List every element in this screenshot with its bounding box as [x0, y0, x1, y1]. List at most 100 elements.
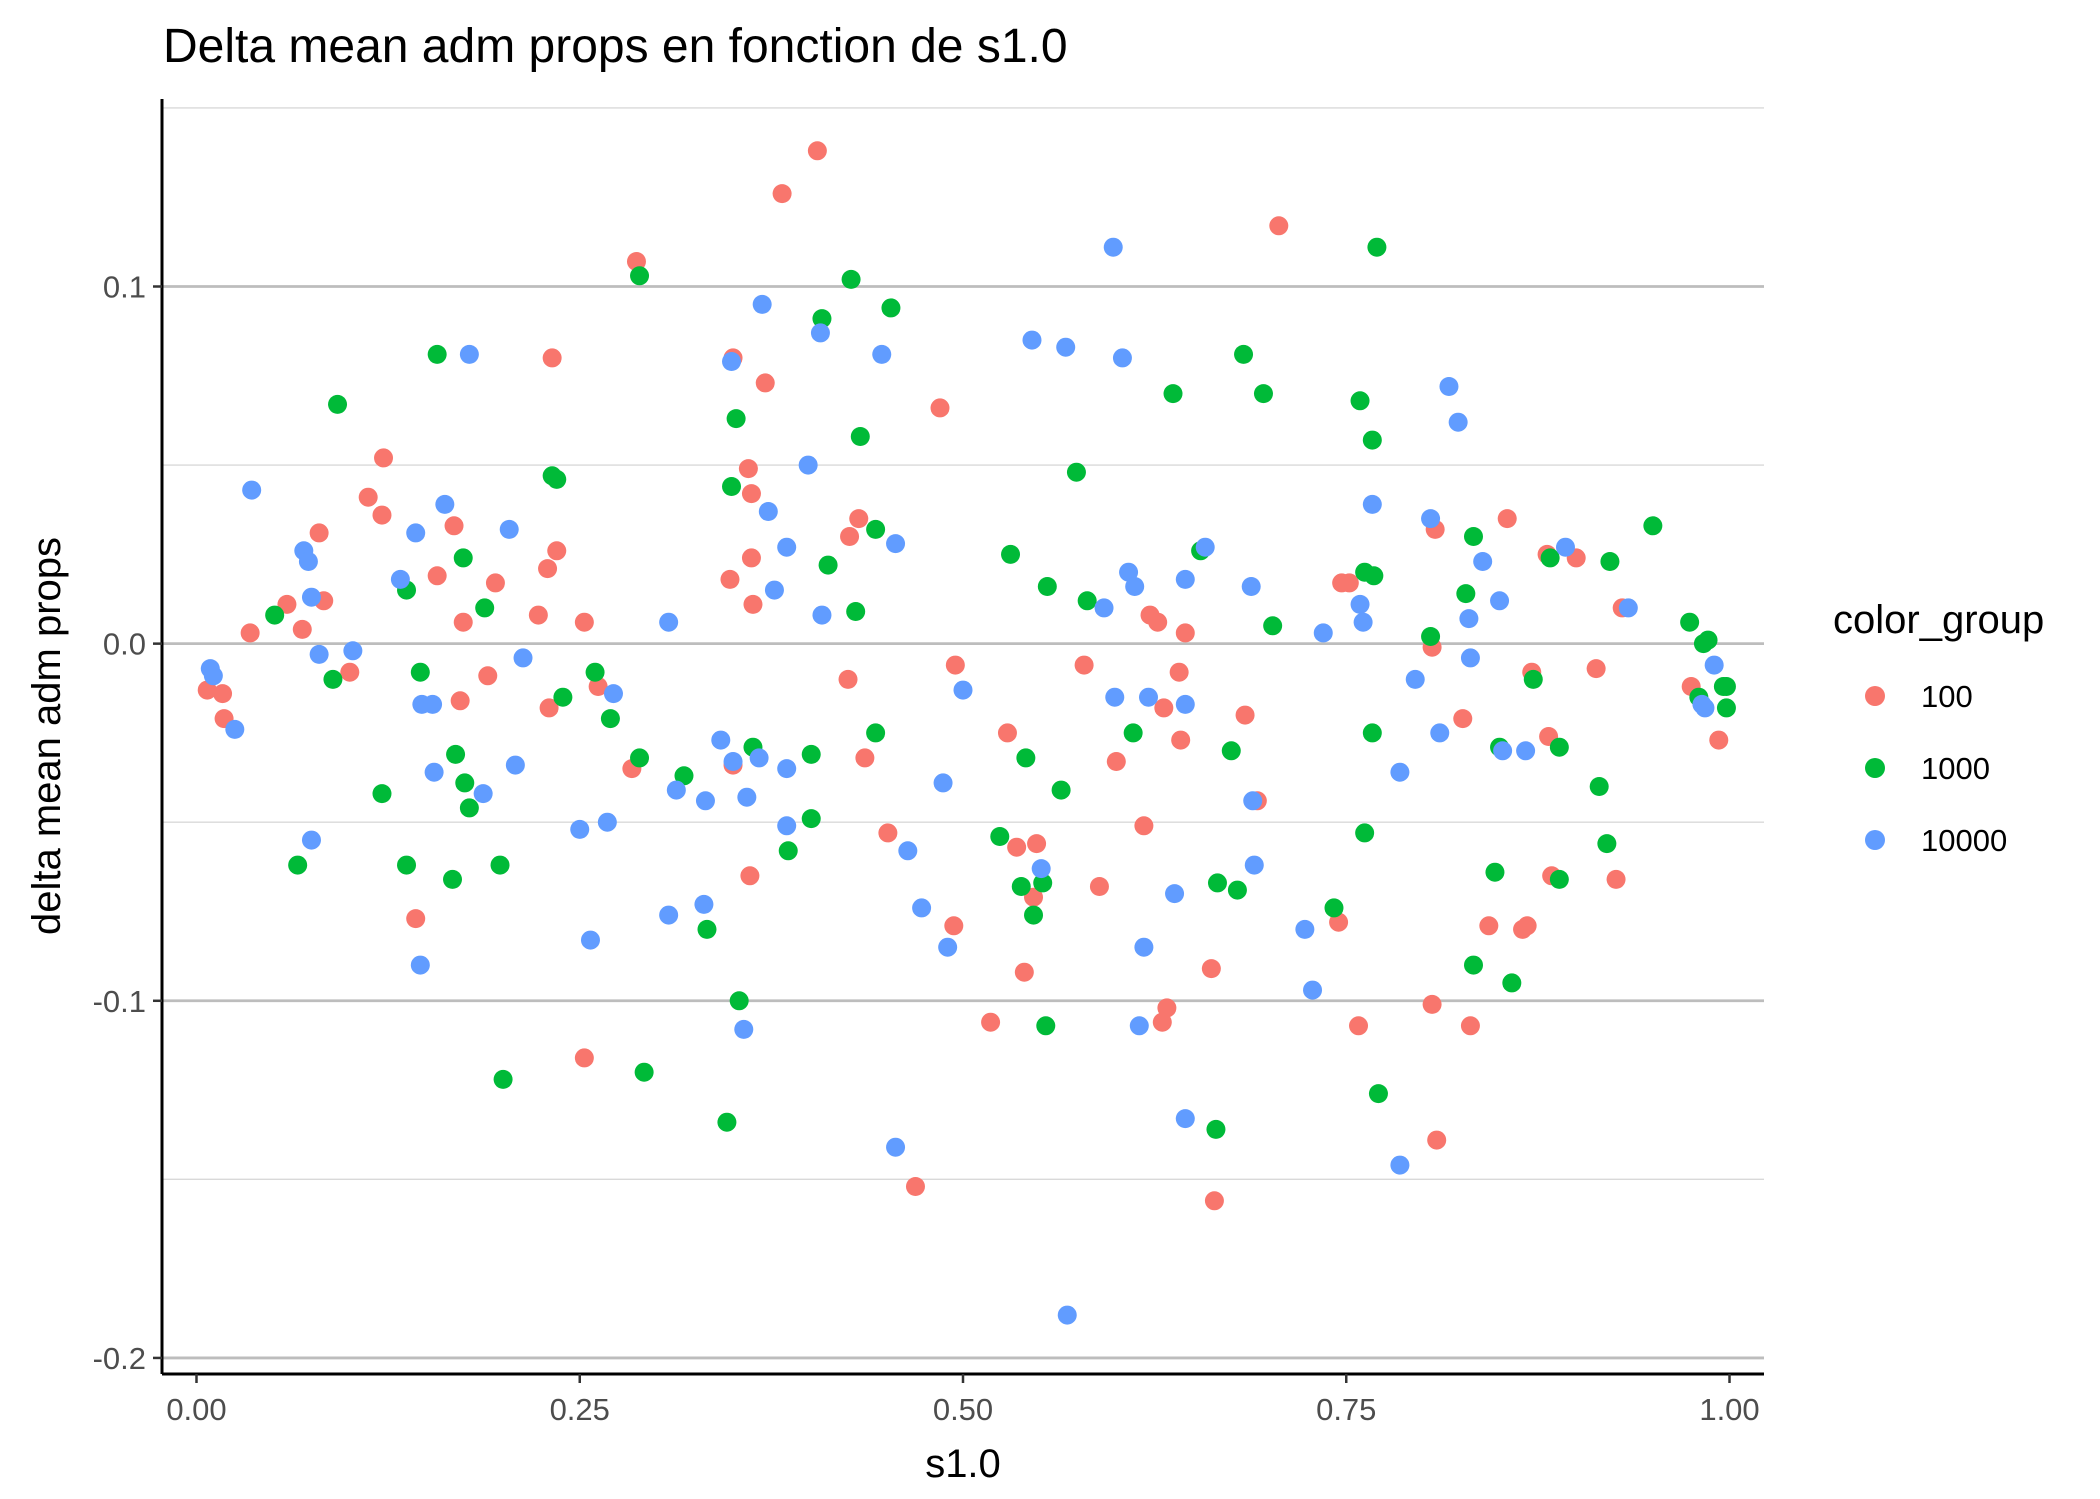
data-point-10000	[570, 819, 590, 839]
data-point-1000	[812, 309, 832, 329]
data-point-1000	[729, 991, 749, 1011]
data-point-10000	[1031, 859, 1051, 879]
data-point-100	[1349, 1016, 1369, 1036]
data-point-10000	[659, 905, 679, 925]
data-point-1000	[490, 855, 510, 875]
data-point-10000	[1295, 919, 1315, 939]
data-point-100	[997, 723, 1017, 743]
data-point-10000	[749, 748, 769, 768]
data-point-100	[1269, 216, 1289, 236]
data-point-1000	[1077, 591, 1097, 611]
legend-key-100	[1865, 686, 1885, 706]
data-point-10000	[597, 812, 617, 832]
data-point-100	[905, 1177, 925, 1196]
data-point-1000	[841, 269, 861, 289]
data-point-1000	[585, 662, 605, 682]
data-point-10000	[1516, 741, 1536, 761]
data-point-10000	[225, 719, 245, 739]
data-point-1000	[455, 773, 475, 793]
data-point-1000	[265, 605, 285, 625]
data-point-100	[1427, 1130, 1447, 1150]
data-point-100	[427, 566, 447, 586]
data-point-1000	[1523, 669, 1543, 689]
data-point-100	[528, 605, 548, 625]
data-point-1000	[722, 477, 742, 496]
data-point-10000	[301, 830, 321, 850]
data-point-100	[1027, 834, 1047, 854]
data-point-100	[574, 612, 594, 632]
data-point-100	[1074, 655, 1094, 675]
data-point-10000	[1704, 655, 1724, 675]
data-point-100	[1007, 837, 1027, 857]
data-point-10000	[898, 841, 918, 861]
data-point-100	[944, 916, 964, 936]
data-point-10000	[1241, 577, 1261, 596]
data-point-100	[309, 523, 329, 543]
x-tick-label: 0.25	[550, 1392, 610, 1427]
data-point-100	[945, 655, 965, 675]
data-point-1000	[1221, 741, 1241, 761]
data-point-10000	[343, 641, 363, 661]
data-point-1000	[1036, 1016, 1056, 1036]
data-point-100	[849, 509, 869, 529]
data-point-1000	[493, 1069, 513, 1089]
data-point-1000	[1463, 527, 1483, 546]
data-point-1000	[1001, 544, 1021, 564]
data-point-1000	[1016, 748, 1036, 768]
x-tick-label: 0.00	[166, 1392, 226, 1427]
data-point-1000	[1207, 873, 1227, 893]
legend-title: color_group	[1833, 598, 2044, 642]
data-point-100	[740, 866, 760, 886]
data-point-10000	[758, 502, 778, 521]
data-point-10000	[1459, 609, 1479, 629]
data-point-100	[838, 669, 858, 689]
legend-label-100: 100	[1921, 679, 1973, 714]
data-point-100	[406, 909, 426, 929]
data-point-10000	[1490, 591, 1510, 611]
data-point-1000	[850, 427, 870, 446]
data-point-1000	[410, 662, 430, 682]
data-point-1000	[397, 855, 417, 875]
data-point-1000	[1123, 723, 1143, 743]
data-point-10000	[390, 569, 410, 589]
data-point-100	[878, 823, 898, 843]
data-point-100	[1329, 912, 1349, 932]
data-point-10000	[410, 955, 430, 975]
legend-label-10000: 10000	[1921, 823, 2007, 858]
y-tick-label: 0.1	[103, 270, 146, 305]
data-point-1000	[1364, 566, 1384, 586]
data-point-10000	[1405, 669, 1425, 689]
data-point-100	[1709, 730, 1729, 750]
data-point-1000	[1421, 627, 1441, 646]
data-point-1000	[453, 548, 473, 568]
data-point-100	[358, 487, 378, 507]
data-point-1000	[866, 723, 886, 743]
data-point-1000	[1716, 677, 1736, 696]
data-point-10000	[1103, 237, 1123, 257]
x-axis-title: s1.0	[925, 1442, 1001, 1486]
data-point-1000	[1362, 723, 1382, 743]
y-tick-label: 0.0	[103, 627, 146, 662]
data-point-1000	[288, 855, 308, 875]
data-point-100	[741, 484, 761, 504]
data-point-10000	[777, 537, 797, 557]
data-point-10000	[1022, 330, 1042, 350]
data-point-100	[1175, 623, 1195, 643]
data-point-10000	[424, 762, 444, 782]
data-point-10000	[1695, 698, 1715, 718]
data-point-1000	[630, 266, 650, 286]
data-point-1000	[446, 744, 466, 764]
data-point-10000	[912, 898, 932, 918]
gridlines	[162, 107, 1764, 1360]
data-point-1000	[547, 469, 567, 489]
data-point-10000	[938, 937, 958, 957]
data-point-1000	[990, 827, 1010, 846]
data-point-10000	[734, 1019, 754, 1039]
x-tick-label: 0.50	[933, 1392, 993, 1427]
data-point-10000	[812, 605, 832, 625]
data-point-10000	[1448, 412, 1468, 432]
data-point-1000	[1502, 973, 1522, 993]
data-point-1000	[1589, 777, 1609, 796]
data-point-100	[981, 1012, 1001, 1032]
data-point-10000	[459, 344, 479, 364]
